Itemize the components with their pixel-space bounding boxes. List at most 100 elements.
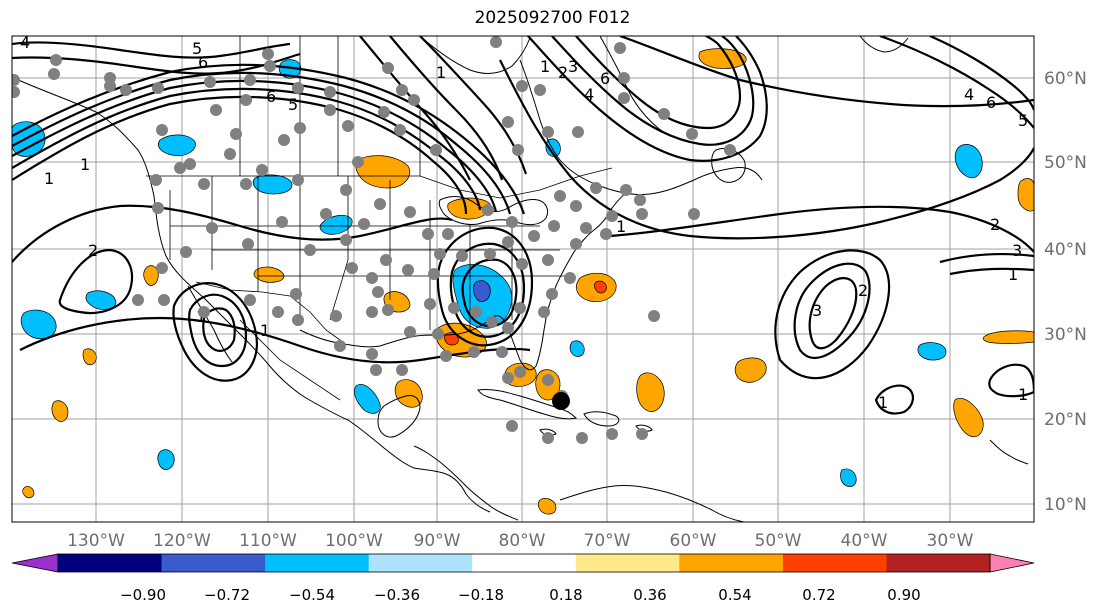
- orange-patch: [953, 397, 984, 438]
- station-marker: [264, 60, 276, 72]
- station-marker: [352, 156, 364, 168]
- storm-center-marker: [552, 392, 570, 410]
- station-marker: [174, 162, 186, 174]
- contour-label: 3: [568, 57, 578, 76]
- lon-tick-label: 80°W: [499, 531, 546, 551]
- station-marker: [502, 322, 514, 334]
- station-marker: [636, 208, 648, 220]
- station-marker: [292, 174, 304, 186]
- station-marker: [448, 302, 460, 314]
- station-marker: [180, 246, 192, 258]
- blue-patch: [85, 290, 117, 310]
- map-title: 2025092700 F012: [474, 8, 631, 28]
- contours: [12, 36, 1034, 415]
- contour-label: 1: [540, 57, 550, 76]
- station-marker: [12, 74, 20, 86]
- lon-tick-label: 120°W: [153, 531, 211, 551]
- cuba: [477, 389, 577, 420]
- latitude-axis: 60°N 50°N 40°N 30°N 20°N 10°N: [1044, 69, 1087, 515]
- contour-line: [527, 36, 768, 162]
- station-marker: [542, 374, 554, 386]
- colorbar-segment: [679, 554, 784, 572]
- colorbar-tick-label: −0.72: [204, 586, 250, 604]
- contour-line: [58, 248, 134, 315]
- station-marker: [484, 248, 496, 260]
- station-marker: [150, 174, 162, 186]
- station-marker: [404, 206, 416, 218]
- station-marker: [576, 432, 588, 444]
- blue-patch: [917, 342, 947, 361]
- station-marker: [648, 310, 660, 322]
- blue-patch: [569, 340, 585, 357]
- cape-verde-region: [989, 439, 1029, 465]
- yucatan: [377, 395, 421, 438]
- contour-label: 2: [990, 215, 1000, 234]
- contour-label: 3: [1012, 241, 1022, 260]
- station-marker: [396, 364, 408, 376]
- colorbar-segment: [265, 554, 370, 572]
- contour-line: [389, 36, 504, 181]
- contour-line: [12, 63, 526, 215]
- station-marker: [634, 194, 646, 206]
- station-marker: [378, 106, 390, 118]
- lat-tick-label: 40°N: [1044, 240, 1087, 260]
- station-marker: [292, 314, 304, 326]
- mexico-state: [239, 319, 341, 401]
- station-marker: [490, 36, 502, 48]
- lat-tick-label: 10°N: [1044, 495, 1087, 515]
- station-marker: [408, 94, 420, 106]
- contour-line: [939, 252, 1034, 264]
- baja-peninsula: [187, 285, 233, 363]
- station-marker: [304, 244, 316, 256]
- longitude-axis: 130°W 120°W 110°W 100°W 90°W 80°W 70°W 6…: [67, 531, 974, 551]
- colorbar-tick-label: 0.54: [718, 586, 751, 604]
- station-marker: [456, 250, 468, 262]
- contour-line: [12, 87, 482, 211]
- station-marker: [206, 222, 218, 234]
- station-marker: [468, 346, 480, 358]
- station-marker: [240, 178, 252, 190]
- station-marker: [224, 148, 236, 160]
- station-marker: [424, 298, 436, 310]
- station-marker: [534, 84, 546, 96]
- lon-tick-label: 70°W: [584, 531, 631, 551]
- contour-line: [874, 384, 914, 415]
- lat-tick-label: 20°N: [1044, 410, 1087, 430]
- station-marker: [440, 350, 452, 362]
- contour-line: [436, 226, 534, 347]
- station-marker: [278, 134, 290, 146]
- lon-tick-label: 60°W: [670, 531, 717, 551]
- station-marker: [402, 264, 414, 276]
- contour-label: 6: [266, 87, 276, 106]
- colorbar-tick-label: −0.36: [374, 586, 420, 604]
- station-marker: [12, 86, 20, 98]
- contour-label: 1: [616, 217, 626, 236]
- lon-tick-label: 90°W: [414, 531, 461, 551]
- gulf-coast: [299, 189, 631, 371]
- station-marker: [198, 178, 210, 190]
- station-marker: [184, 158, 196, 170]
- lon-tick-label: 130°W: [67, 531, 125, 551]
- contour-label: 4: [584, 85, 594, 104]
- station-marker: [590, 182, 602, 194]
- blue-patch: [158, 134, 196, 156]
- station-marker: [528, 230, 540, 242]
- station-marker: [256, 164, 268, 176]
- lat-tick-label: 30°N: [1044, 325, 1087, 345]
- contour-line: [808, 277, 858, 350]
- station-marker: [358, 218, 370, 230]
- orange-patch: [537, 498, 557, 515]
- station-marker: [512, 144, 524, 156]
- station-marker: [346, 262, 358, 274]
- station-marker: [324, 86, 336, 98]
- colorbar-frame: [57, 553, 991, 573]
- contour-line: [575, 36, 742, 130]
- contour-label: 2: [88, 241, 98, 260]
- station-marker: [636, 428, 648, 440]
- contour-line: [619, 36, 1034, 108]
- station-marker: [658, 108, 670, 120]
- orange-patch: [253, 266, 285, 283]
- contour-label: 2: [558, 63, 568, 82]
- station-marker: [244, 74, 256, 86]
- orange-patch: [354, 155, 411, 189]
